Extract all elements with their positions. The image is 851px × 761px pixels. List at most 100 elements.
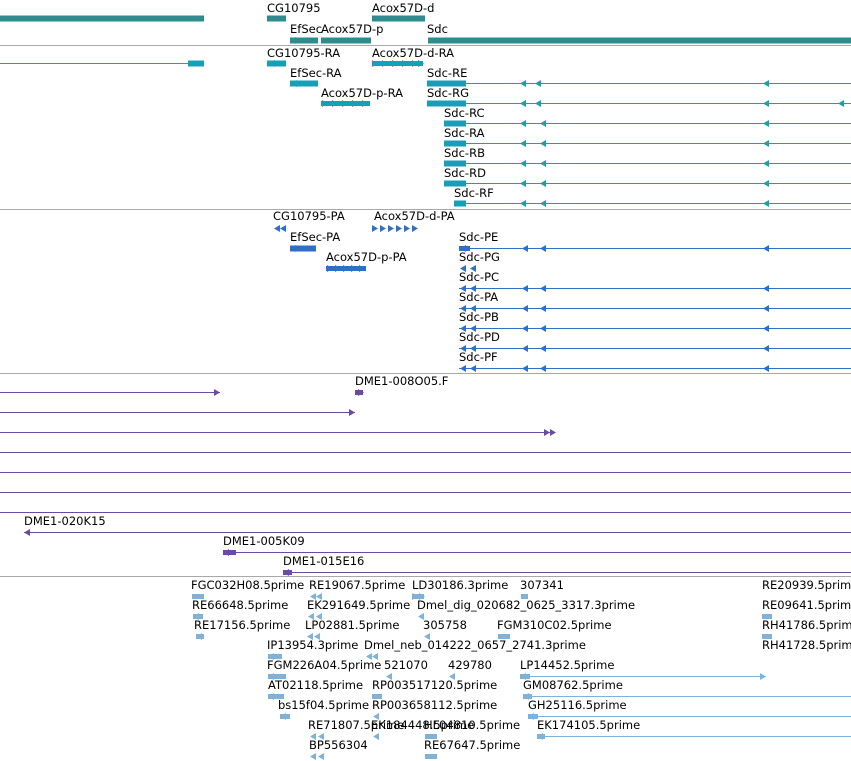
gene-sdc-label[interactable]: Sdc [427,22,448,36]
est-re66648-glyph[interactable] [193,613,203,620]
est-521070-label[interactable]: 521070 [384,658,428,672]
est-rh41728-label[interactable]: RH41728.5prime [762,638,851,652]
gene-acox57d-p-glyph[interactable] [321,37,371,44]
est-re19067-glyph[interactable] [310,593,322,600]
est-fgc032h08-glyph[interactable] [192,594,204,599]
est-re67647-label[interactable]: RE67647.5prime [424,738,521,752]
protein-sdc-pa-label[interactable]: Sdc-PA [459,290,499,304]
est-fgm310c02-label[interactable]: FGM310C02.5prime [497,618,612,632]
est-re09641-label[interactable]: RE09641.5prime [762,598,851,612]
transcript-acox57d-p-ra-label[interactable]: Acox57D-p-RA [321,86,403,100]
transcript-sdc-ra-glyph[interactable] [444,140,851,147]
est-dmel-dig-020682-glyph[interactable] [418,613,424,620]
est-dmel-dig-020682-label[interactable]: Dmel_dig_020682_0625_3317.3prime [417,598,636,612]
transcript-sdc-rg-label[interactable]: Sdc-RG [427,86,469,100]
transcript-sdc-re-glyph[interactable] [427,80,851,87]
est-at02118-glyph[interactable] [268,693,284,700]
est-ld30186-glyph[interactable] [412,593,425,600]
gene-efsec-glyph[interactable] [290,37,318,44]
gene-acox57d-p-label[interactable]: Acox57D-p [321,22,384,36]
protein-acox57d-d-pa-label[interactable]: Acox57D-d-PA [374,209,455,223]
transcript-sdc-ra-label[interactable]: Sdc-RA [444,126,485,140]
protein-efsec-pa-glyph[interactable] [290,245,316,252]
protein-sdc-pf-glyph[interactable] [459,365,851,372]
protein-sdc-pb-label[interactable]: Sdc-PB [459,310,499,324]
protein-sdc-pf-label[interactable]: Sdc-PF [459,350,498,364]
est-429780-label[interactable]: 429780 [448,658,492,672]
gene-acox57d-d-label[interactable]: Acox57D-d [372,1,435,15]
protein-acox57d-p-pa-glyph[interactable] [326,265,366,272]
est-ld30186-label[interactable]: LD30186.3prime [412,578,509,592]
est-fgm226a04-glyph[interactable] [268,673,286,680]
est-ek184448-label[interactable]: EK184448.5prime [371,718,475,732]
est-429780-glyph[interactable] [449,673,455,680]
protein-sdc-pb-glyph[interactable] [459,325,851,332]
transcript-acox57d-d-ra-label[interactable]: Acox57D-d-RA [372,46,454,60]
transcript-cg10795-ra-label[interactable]: CG10795-RA [267,46,341,60]
clone-unlabeled-1-glyph[interactable] [0,389,220,396]
clone-unlabeled-3-glyph[interactable] [0,429,556,436]
gene-efsec-label[interactable]: EfSec [290,22,323,36]
clone-dme1-008o05-f-label[interactable]: DME1-008O05.F [355,374,449,388]
protein-sdc-pg-glyph[interactable] [460,265,476,272]
gene-cg10795-glyph[interactable] [267,15,286,22]
est-dmel-neb-014222-label[interactable]: Dmel_neb_014222_0657_2741.3prime [364,638,586,652]
est-fgm226a04-label[interactable]: FGM226A04.5prime [267,658,382,672]
est-bp556304-glyph[interactable] [310,753,324,760]
gene-sdc-glyph[interactable] [428,37,851,44]
est-ek291649-label[interactable]: EK291649.5prime [307,598,411,612]
est-rh41786-label[interactable]: RH41786.5prime [762,618,851,632]
transcript-sdc-rd-glyph[interactable] [444,180,851,187]
protein-sdc-pg-label[interactable]: Sdc-PG [459,250,500,264]
gene-cg10795-label[interactable]: CG10795 [267,1,321,15]
transcript-unlabeled-left-glyph[interactable] [0,60,204,67]
est-bp556304-label[interactable]: BP556304 [309,738,368,752]
transcript-sdc-re-label[interactable]: Sdc-RE [427,66,468,80]
transcript-sdc-rf-glyph[interactable] [454,200,851,207]
est-dmel-neb-014222-glyph[interactable] [366,653,378,660]
est-re71807-label[interactable]: RE71807.5prime [308,718,405,732]
est-ek291649-glyph[interactable] [308,613,322,620]
est-gh25116-glyph[interactable] [528,713,851,720]
clone-dme1-020k15-glyph[interactable] [24,529,851,536]
est-fgc032h08-label[interactable]: FGC032H08.5prime [191,578,305,592]
transcript-sdc-rf-label[interactable]: Sdc-RF [454,186,494,200]
protein-cg10795-pa-label[interactable]: CG10795-PA [273,209,345,223]
protein-acox57d-p-pa-label[interactable]: Acox57D-p-PA [326,250,407,264]
est-307341-label[interactable]: 307341 [520,578,564,592]
clone-dme1-005k09-glyph[interactable] [223,549,851,556]
est-re17156-label[interactable]: RE17156.5prime [194,618,291,632]
est-ip13954-glyph[interactable] [268,653,282,660]
est-hl04810-label[interactable]: HL04810.5prime [424,718,521,732]
transcript-sdc-rc-label[interactable]: Sdc-RC [444,106,485,120]
est-305758-label[interactable]: 305758 [423,618,467,632]
est-gm08762-glyph[interactable] [523,693,851,700]
est-lp14452-glyph[interactable] [520,673,766,680]
protein-sdc-pd-label[interactable]: Sdc-PD [459,330,500,344]
transcript-acox57d-p-ra-glyph[interactable] [321,100,370,107]
est-re19067-label[interactable]: RE19067.5prime [309,578,406,592]
protein-sdc-pc-label[interactable]: Sdc-PC [459,270,500,284]
protein-sdc-pa-glyph[interactable] [459,305,851,312]
est-re09641-glyph[interactable] [762,614,772,619]
est-lp02881-glyph[interactable] [307,633,320,640]
est-fgm310c02-glyph[interactable] [498,634,510,639]
protein-sdc-pc-glyph[interactable] [459,285,851,292]
protein-sdc-pe-glyph[interactable] [459,245,851,252]
protein-sdc-pd-glyph[interactable] [459,345,851,352]
clone-dme1-015e16-label[interactable]: DME1-015E16 [283,554,365,568]
est-305758-glyph[interactable] [424,633,430,640]
est-ek174105-label[interactable]: EK174105.5prime [537,718,641,732]
est-lp14452-label[interactable]: LP14452.5prime [520,658,615,672]
clone-dme1-005k09-label[interactable]: DME1-005K09 [223,534,305,548]
transcript-sdc-rb-glyph[interactable] [444,160,851,167]
clone-dme1-020k15-label[interactable]: DME1-020K15 [24,514,106,528]
clone-unlabeled-2-glyph[interactable] [0,409,355,416]
est-521070-glyph[interactable] [386,673,392,680]
est-re20939-label[interactable]: RE20939.5prime [762,578,851,592]
protein-efsec-pa-label[interactable]: EfSec-PA [290,230,341,244]
est-re71807-glyph[interactable] [310,733,324,740]
est-rp003517120-glyph[interactable] [372,694,382,699]
transcript-sdc-rc-glyph[interactable] [444,120,851,127]
est-rp003517120-label[interactable]: RP003517120.5prime [372,678,498,692]
